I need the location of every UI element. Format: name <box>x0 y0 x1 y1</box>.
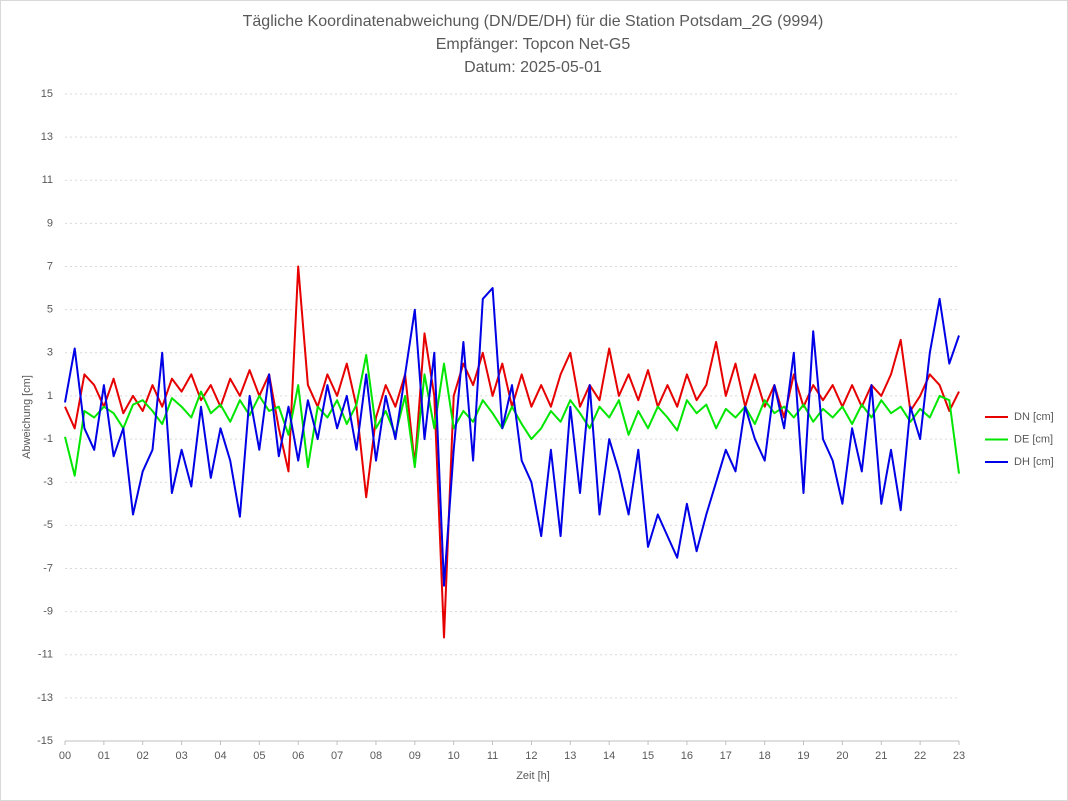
x-tick-label: 08 <box>370 750 382 762</box>
x-tick-label: 21 <box>875 750 887 762</box>
y-tick-label: 5 <box>47 304 53 316</box>
y-tick-label: 9 <box>47 217 53 229</box>
legend-label: DN [cm] <box>1014 411 1054 423</box>
x-tick-label: 13 <box>564 750 576 762</box>
x-tick-label: 19 <box>797 750 809 762</box>
y-tick-label: -5 <box>43 519 53 531</box>
x-tick-label: 04 <box>214 750 226 762</box>
x-tick-label: 17 <box>720 750 732 762</box>
x-tick-label: 05 <box>253 750 265 762</box>
x-tick-label: 15 <box>642 750 654 762</box>
chart-title: Tägliche Koordinatenabweichung (DN/DE/DH… <box>243 13 824 30</box>
y-tick-label: 1 <box>47 390 53 402</box>
x-tick-label: 01 <box>98 750 110 762</box>
x-tick-label: 16 <box>681 750 693 762</box>
y-tick-label: -7 <box>43 562 53 574</box>
y-tick-label: -15 <box>37 735 53 747</box>
y-tick-label: 11 <box>42 174 53 186</box>
y-tick-label: 7 <box>47 260 53 272</box>
x-axis-label: Zeit [h] <box>516 770 550 782</box>
x-tick-label: 10 <box>448 750 460 762</box>
x-tick-label: 18 <box>759 750 771 762</box>
x-tick-label: 11 <box>487 750 498 762</box>
x-tick-label: 20 <box>836 750 848 762</box>
x-tick-label: 23 <box>953 750 965 762</box>
y-tick-label: -3 <box>43 476 53 488</box>
y-tick-label: -11 <box>38 649 53 661</box>
y-tick-label: 3 <box>47 347 53 359</box>
chart-subtitle: Empfänger: Topcon Net-G5 <box>436 36 631 53</box>
y-tick-label: -9 <box>43 606 53 618</box>
x-tick-label: 07 <box>331 750 343 762</box>
y-tick-label: 13 <box>41 131 53 143</box>
x-tick-label: 22 <box>914 750 926 762</box>
chart-subtitle: Datum: 2025-05-01 <box>464 59 602 76</box>
data-line <box>64 287 960 587</box>
x-tick-label: 12 <box>525 750 537 762</box>
x-tick-label: 14 <box>603 750 615 762</box>
x-tick-label: 09 <box>409 750 421 762</box>
x-tick-label: 06 <box>292 750 304 762</box>
x-tick-label: 00 <box>59 750 71 762</box>
legend-label: DH [cm] <box>1014 456 1054 468</box>
data-line <box>64 354 960 477</box>
legend-label: DE [cm] <box>1014 433 1053 445</box>
x-tick-label: 02 <box>137 750 149 762</box>
y-tick-label: -13 <box>37 692 53 704</box>
y-tick-label: -1 <box>43 433 53 445</box>
y-tick-label: 15 <box>41 88 53 100</box>
y-axis-label: Abweichung [cm] <box>21 375 33 459</box>
x-tick-label: 03 <box>175 750 187 762</box>
